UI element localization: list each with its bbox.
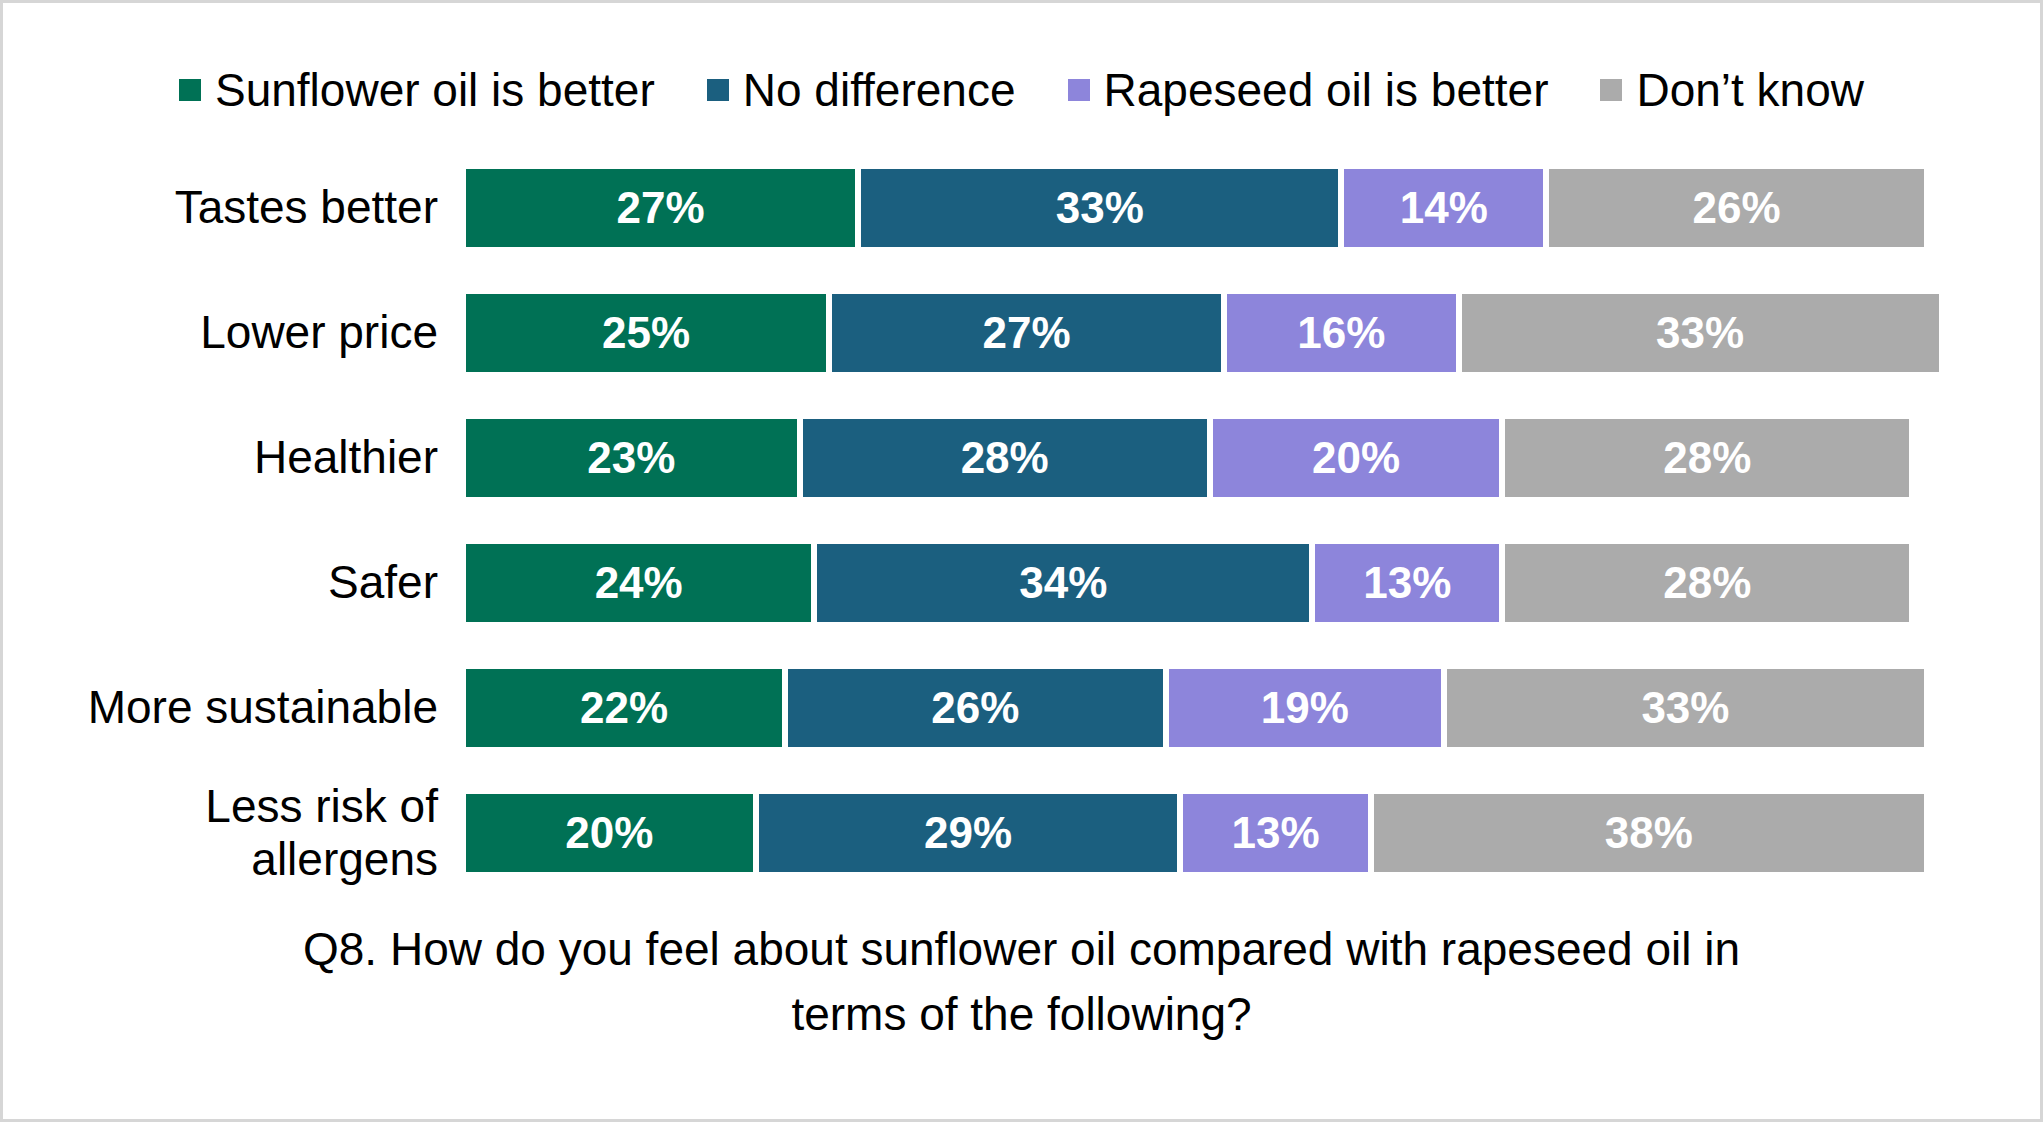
chart-canvas: Sunflower oil is better No difference Rape…	[0, 0, 2043, 1122]
bar-segment: 13%	[1180, 791, 1370, 875]
bar-segment: 28%	[1502, 541, 1912, 625]
bar-segment-value: 38%	[1605, 808, 1693, 858]
bar-row: Healthier 23% 28% 20% 28%	[23, 395, 2040, 520]
legend-swatch-icon	[1068, 79, 1090, 101]
bar-segment-value: 13%	[1231, 808, 1319, 858]
bar-segment: 38%	[1371, 791, 1927, 875]
legend-item: Sunflower oil is better	[179, 63, 655, 117]
bar-segment: 28%	[1502, 416, 1912, 500]
bar-segment: 20%	[463, 791, 756, 875]
category-label: Healthier	[23, 431, 463, 484]
bar-row: Tastes better 27% 33% 14% 26%	[23, 145, 2040, 270]
bar-segment-value: 26%	[931, 683, 1019, 733]
bar-row: Safer 24% 34% 13% 28%	[23, 520, 2040, 645]
bar-row: Less risk of allergens 20% 29% 13% 38%	[23, 770, 2040, 895]
bar-segment: 27%	[829, 291, 1224, 375]
bar-segment: 27%	[463, 166, 858, 250]
stacked-bar: 27% 33% 14% 26%	[463, 166, 1927, 250]
stacked-bar: 24% 34% 13% 28%	[463, 541, 1927, 625]
bar-segment-value: 13%	[1363, 558, 1451, 608]
bar-segment-value: 27%	[617, 183, 705, 233]
bar-segment-value: 26%	[1693, 183, 1781, 233]
bar-segment: 14%	[1341, 166, 1546, 250]
bar-segment-value: 23%	[587, 433, 675, 483]
category-label: Lower price	[23, 306, 463, 359]
bar-segment-value: 34%	[1019, 558, 1107, 608]
bar-segment: 26%	[1546, 166, 1927, 250]
stacked-bar: 25% 27% 16% 33%	[463, 291, 1927, 375]
stacked-bar: 20% 29% 13% 38%	[463, 791, 1927, 875]
bar-segment: 28%	[800, 416, 1210, 500]
bar-segment: 24%	[463, 541, 814, 625]
bar-segment-value: 28%	[1663, 558, 1751, 608]
category-label: More sustainable	[23, 681, 463, 734]
bar-segment: 25%	[463, 291, 829, 375]
bar-segment-value: 20%	[1312, 433, 1400, 483]
bar-segment-value: 20%	[565, 808, 653, 858]
stacked-bar: 22% 26% 19% 33%	[463, 666, 1927, 750]
category-label: Tastes better	[23, 181, 463, 234]
legend-item: Rapeseed oil is better	[1068, 63, 1549, 117]
bar-segment: 33%	[858, 166, 1341, 250]
bar-segment: 29%	[756, 791, 1181, 875]
bar-segment-value: 28%	[961, 433, 1049, 483]
legend-item: Don’t know	[1600, 63, 1864, 117]
legend-label: Rapeseed oil is better	[1104, 63, 1549, 117]
legend-label: No difference	[743, 63, 1016, 117]
legend-swatch-icon	[707, 79, 729, 101]
bar-segment-value: 29%	[924, 808, 1012, 858]
bar-rows: Tastes better27%33%14%26%Lower price25%2…	[3, 145, 2040, 895]
legend-swatch-icon	[1600, 79, 1622, 101]
bar-segment-value: 14%	[1400, 183, 1488, 233]
bar-segment-value: 28%	[1663, 433, 1751, 483]
bar-segment-value: 24%	[595, 558, 683, 608]
bar-segment-value: 33%	[1056, 183, 1144, 233]
legend-label: Sunflower oil is better	[215, 63, 655, 117]
category-label: Safer	[23, 556, 463, 609]
legend-swatch-icon	[179, 79, 201, 101]
legend-item: No difference	[707, 63, 1016, 117]
bar-segment: 13%	[1312, 541, 1502, 625]
bar-segment: 19%	[1166, 666, 1444, 750]
bar-segment: 20%	[1210, 416, 1503, 500]
stacked-bar: 23% 28% 20% 28%	[463, 416, 1927, 500]
bar-row: Lower price 25% 27% 16% 33%	[23, 270, 2040, 395]
bar-segment-value: 22%	[580, 683, 668, 733]
legend-label: Don’t know	[1636, 63, 1864, 117]
legend: Sunflower oil is better No difference Rape…	[3, 60, 2040, 120]
bar-segment-value: 16%	[1297, 308, 1385, 358]
bar-segment: 33%	[1459, 291, 1942, 375]
bar-segment: 23%	[463, 416, 800, 500]
bar-segment-value: 25%	[602, 308, 690, 358]
bar-segment: 34%	[814, 541, 1312, 625]
bar-segment: 22%	[463, 666, 785, 750]
bar-segment: 26%	[785, 666, 1166, 750]
bar-row: More sustainable 22% 26% 19% 33%	[23, 645, 2040, 770]
category-label: Less risk of allergens	[23, 780, 463, 886]
bar-segment: 16%	[1224, 291, 1458, 375]
bar-segment-value: 19%	[1261, 683, 1349, 733]
bar-segment-value: 27%	[983, 308, 1071, 358]
bar-segment-value: 33%	[1641, 683, 1729, 733]
bar-segment-value: 33%	[1656, 308, 1744, 358]
chart-caption: Q8. How do you feel about sunflower oil …	[272, 917, 1772, 1048]
bar-segment: 33%	[1444, 666, 1927, 750]
